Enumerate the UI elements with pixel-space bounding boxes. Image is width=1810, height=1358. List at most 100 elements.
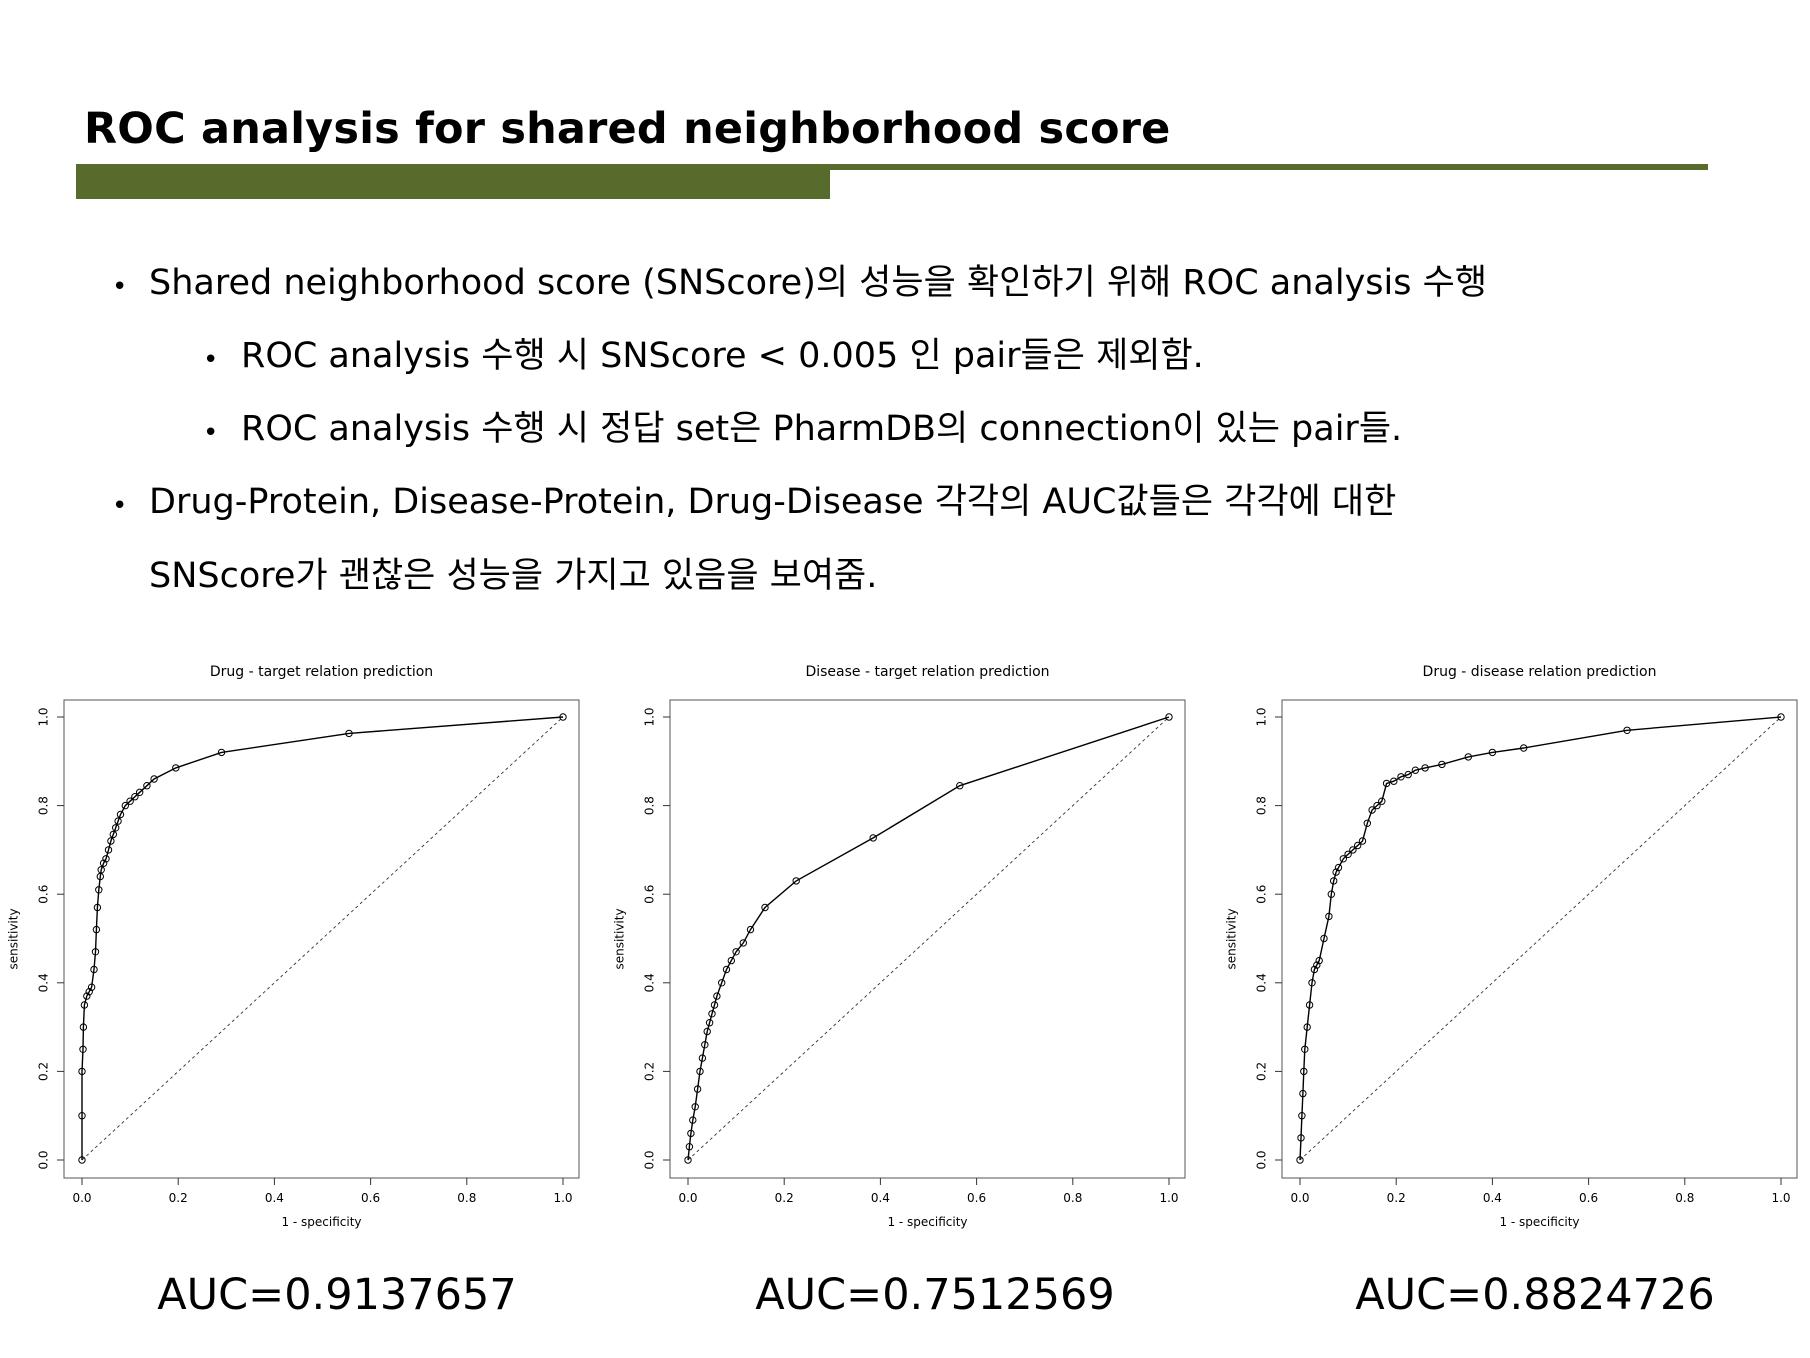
slide-title: ROC analysis for shared neighborhood sco… — [84, 104, 1171, 154]
y-axis-label: sensitivity — [613, 908, 627, 969]
x-tick-label: 0.6 — [1579, 1191, 1598, 1205]
roc-point — [92, 925, 101, 934]
roc-point — [1373, 801, 1381, 810]
bullet-item-4-continued: SNScore가 괜찮은 성능을 가지고 있음을 보여줌. — [149, 556, 878, 596]
roc-point — [85, 988, 93, 996]
roc-point — [708, 1010, 716, 1018]
roc-point — [1349, 846, 1357, 854]
reference-diagonal-line — [1299, 716, 1782, 1161]
x-tick-label: 0.0 — [72, 1191, 91, 1205]
roc-point — [1165, 713, 1173, 721]
y-tick-label: 1.0 — [1255, 707, 1269, 726]
roc-chart-svg: Drug - target relation prediction 0.0 0.2 0… — [7, 664, 580, 1229]
y-tick-label: 0.4 — [1255, 973, 1269, 992]
roc-point — [684, 1156, 692, 1164]
x-tick-label: 0.8 — [1063, 1191, 1082, 1205]
roc-point — [1299, 1089, 1307, 1098]
y-tick-label: 0.0 — [643, 1150, 657, 1169]
y-tick-label: 0.6 — [643, 885, 657, 904]
y-tick-label: 0.6 — [1255, 885, 1269, 904]
y-tick-label: 0.2 — [37, 1062, 51, 1081]
x-tick-label: 0.0 — [1290, 1191, 1309, 1205]
chart-title: Drug - disease relation prediction — [1423, 664, 1657, 680]
roc-point — [1300, 1067, 1308, 1076]
roc-point — [1315, 956, 1323, 965]
roc-point — [112, 824, 120, 832]
x-axis-label: 1 - specificity — [1499, 1215, 1579, 1229]
y-axis-label: sensitivity — [1225, 908, 1239, 969]
y-axis-label: sensitivity — [7, 908, 21, 969]
bullet-item-4: Drug-Protein, Disease-Protein, Drug-Dise… — [149, 482, 1397, 522]
y-tick-label: 0.2 — [643, 1062, 657, 1081]
roc-point — [1330, 877, 1338, 885]
roc-point — [1411, 766, 1420, 774]
roc-point — [1320, 934, 1328, 943]
x-tick-label: 0.0 — [678, 1191, 697, 1205]
plot-frame — [1281, 699, 1798, 1179]
roc-point — [1298, 1112, 1306, 1120]
roc-point — [78, 1156, 86, 1164]
roc-point — [99, 859, 108, 867]
roc-point — [956, 782, 964, 790]
y-tick-label: 0.4 — [643, 973, 657, 992]
roc-point — [83, 992, 91, 1000]
roc-chart-svg: Drug - disease relation prediction 0.0 0.2… — [1225, 664, 1798, 1229]
roc-point — [1390, 777, 1398, 785]
roc-point — [1438, 760, 1446, 769]
x-tick-label: 0.6 — [967, 1191, 986, 1205]
roc-point — [689, 1116, 697, 1124]
roc-point — [727, 956, 736, 965]
roc-point — [718, 979, 726, 987]
y-tick-label: 0.2 — [1255, 1062, 1269, 1081]
x-tick-label: 0.4 — [1483, 1191, 1502, 1205]
auc-value-drug-disease: AUC=0.8824726 — [1355, 1270, 1715, 1320]
roc-point — [713, 992, 721, 1000]
roc-point — [1520, 744, 1528, 752]
y-tick-label: 0.8 — [1255, 796, 1269, 815]
y-tick-label: 0.4 — [37, 973, 51, 992]
roc-point — [93, 903, 102, 912]
auc-value-disease-target: AUC=0.7512569 — [755, 1270, 1115, 1320]
roc-point — [1777, 713, 1785, 721]
y-tick-label: 1.0 — [37, 707, 51, 726]
roc-point — [79, 1023, 88, 1031]
roc-point — [685, 1143, 694, 1151]
roc-point — [732, 948, 740, 956]
roc-point — [710, 1001, 719, 1009]
roc-point — [87, 983, 96, 991]
chart-title: Drug - target relation prediction — [210, 664, 433, 680]
roc-point — [109, 830, 118, 839]
x-tick-label: 1.0 — [553, 1191, 572, 1205]
roc-chart-svg: Disease - target relation prediction 0.0 0… — [613, 664, 1186, 1229]
x-tick-label: 0.6 — [361, 1191, 380, 1205]
roc-point — [150, 775, 158, 783]
roc-point — [696, 1067, 704, 1076]
x-axis-label: 1 - specificity — [281, 1215, 361, 1229]
roc-point — [95, 886, 103, 894]
roc-point — [739, 939, 748, 947]
roc-point — [345, 729, 353, 738]
roc-point — [172, 764, 180, 772]
x-tick-label: 1.0 — [1159, 1191, 1178, 1205]
roc-point — [1378, 797, 1386, 805]
roc-point — [79, 1045, 87, 1053]
bullet-dot: • — [203, 345, 219, 375]
x-tick-label: 1.0 — [1771, 1191, 1790, 1205]
roc-point — [705, 1019, 714, 1027]
roc-point — [1354, 841, 1362, 850]
y-tick-label: 0.8 — [643, 796, 657, 815]
roc-point — [722, 965, 731, 974]
x-tick-label: 0.8 — [1675, 1191, 1694, 1205]
roc-point — [107, 837, 115, 845]
roc-point — [121, 801, 130, 810]
title-underline-bar — [76, 166, 830, 199]
auc-value-drug-target: AUC=0.9137657 — [157, 1270, 517, 1320]
roc-point — [1488, 748, 1497, 757]
title-underline-thin — [76, 164, 1708, 170]
roc-chart-drug-disease: Drug - disease relation prediction 0.0 0.2… — [1218, 650, 1810, 1250]
roc-point — [97, 866, 105, 874]
roc-point — [1334, 863, 1343, 872]
roc-point — [1301, 1045, 1309, 1053]
roc-point — [1404, 770, 1412, 779]
plot-frame — [669, 699, 1186, 1179]
